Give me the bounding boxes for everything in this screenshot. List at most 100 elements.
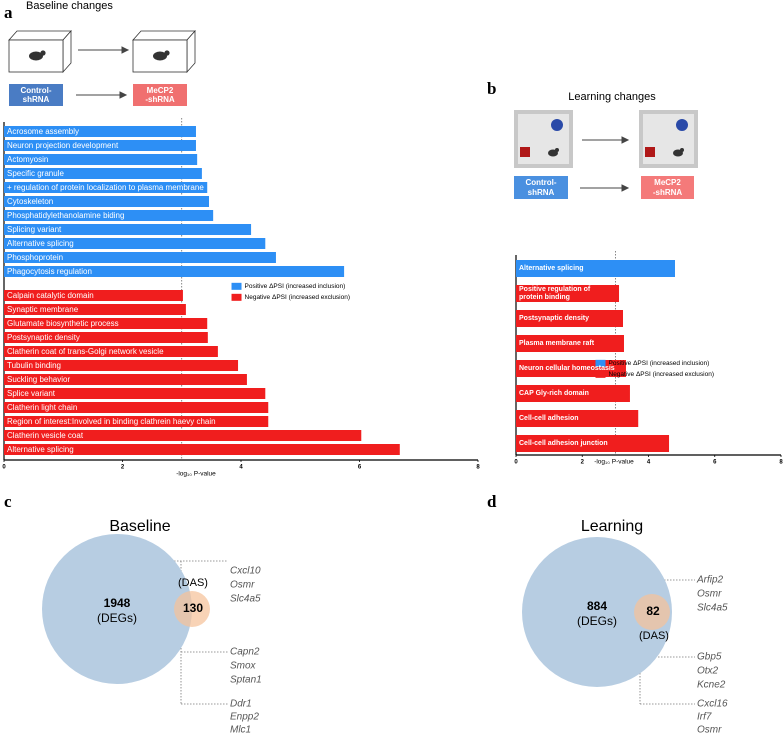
- x-tick-label: 2: [121, 465, 125, 471]
- legend-swatch: [595, 370, 606, 378]
- legend-label: Negative ΔPSI (increased exclusion): [609, 371, 715, 378]
- gene-name: Osmr: [230, 580, 255, 591]
- bar-label: Clatherin light chain: [7, 403, 77, 412]
- plots: 0 2 4 6 8 -log₁₀ P-value Acrosome assembly Neur…: [2, 118, 783, 735]
- bar: [4, 126, 196, 137]
- bar-label: Neuron cellular homeostasis: [519, 364, 615, 372]
- gene-name: Gbp5: [697, 652, 722, 663]
- bar: [4, 304, 186, 315]
- x-tick-label: 4: [239, 465, 243, 471]
- legend-label: Negative ΔPSI (increased exclusion): [245, 294, 351, 301]
- bar: [4, 346, 218, 357]
- panel-label: b: [487, 79, 496, 98]
- bar-label: Plasma membrane raft: [519, 339, 595, 347]
- panel-label: d: [487, 492, 497, 511]
- schematic-title: Baseline changes: [26, 0, 113, 12]
- bar-label: Clatherin vesicle coat: [7, 431, 84, 440]
- arrow: [580, 136, 630, 192]
- bar-label: Region of interest:Involved in binding c…: [7, 417, 216, 426]
- legend-label: Positive ΔPSI (increased inclusion): [609, 360, 710, 367]
- x-tick-label: 2: [581, 460, 585, 466]
- bar-label: Phosphatidylethanolamine biding: [7, 211, 124, 220]
- venn-circle: [42, 534, 192, 684]
- venn-label: (DAS): [178, 577, 208, 589]
- legend-swatch: [595, 359, 606, 367]
- bar: [516, 260, 675, 277]
- gene-name: Capn2: [230, 647, 260, 658]
- bar-label: Splice variant: [7, 389, 56, 398]
- bar-label: Calpain catalytic domain: [7, 291, 94, 300]
- bar: [4, 154, 198, 165]
- gene-name: Enpp2: [230, 712, 259, 723]
- arrow: [76, 46, 130, 99]
- bar: [4, 402, 269, 413]
- bar-label: Neuron projection development: [7, 141, 119, 150]
- venn-count: 884: [587, 599, 607, 613]
- bar: [4, 290, 183, 301]
- venn-label: (DEGs): [97, 611, 137, 625]
- bar-label: Cell-cell adhesion junction: [519, 439, 608, 447]
- x-tick-label: 8: [779, 460, 783, 466]
- x-axis-label: -log₁₀ P-value: [594, 459, 634, 466]
- bar: [4, 360, 239, 371]
- condition-box: MeCP2 -shRNA: [133, 84, 187, 106]
- bar-label: Postsynaptic density: [519, 314, 590, 322]
- bar: [516, 435, 670, 452]
- bar: [4, 318, 208, 329]
- bar-label: Alternative splicing: [519, 264, 584, 272]
- bar: [4, 224, 252, 235]
- x-tick-label: 6: [358, 465, 362, 471]
- bar-label: Suckling behavior: [7, 375, 70, 384]
- venn-count: 82: [646, 604, 660, 618]
- venn-circle: [634, 594, 670, 630]
- x-tick-label: 6: [713, 460, 717, 466]
- bar-label: Alternative splicing: [7, 239, 74, 248]
- gene-name: Smox: [230, 661, 257, 672]
- bar: [4, 182, 208, 193]
- gene-name: Arfip2: [696, 575, 724, 586]
- bar-label: Phagocytosis regulation: [7, 267, 92, 276]
- venn-count: 1948: [104, 596, 131, 610]
- x-tick-label: 0: [2, 465, 6, 471]
- bar: [516, 310, 623, 327]
- bar-label: Tubulin binding: [7, 361, 61, 370]
- bar-label: Cytoskeleton: [7, 197, 53, 206]
- bar-label: Synaptic membrane: [7, 305, 79, 314]
- bar-label: + regulation of protein localization to …: [7, 183, 204, 192]
- gene-name: Kcne2: [697, 680, 726, 691]
- condition-box: MeCP2 -shRNA: [641, 176, 694, 199]
- bar: [516, 335, 624, 352]
- venn-label: (DAS): [639, 630, 669, 642]
- gene-name: Mlc1: [230, 725, 251, 735]
- venn-count: 130: [183, 601, 203, 615]
- bar: [4, 332, 208, 343]
- panel-label: c: [4, 492, 12, 511]
- bar-label: Specific granule: [7, 169, 64, 178]
- gene-name: Otx2: [697, 666, 719, 677]
- gene-name: Cxcl16: [697, 699, 728, 710]
- gene-name: Ddr1: [230, 699, 252, 710]
- bar: [4, 140, 196, 151]
- x-tick-label: 0: [514, 460, 518, 466]
- bar: [516, 385, 630, 402]
- leader-line: [150, 560, 228, 705]
- bar: [4, 416, 269, 427]
- gene-name: Osmr: [697, 589, 722, 600]
- bar: [4, 238, 266, 249]
- gene-name: Sptan1: [230, 675, 262, 686]
- venn-circle: [174, 591, 210, 627]
- bar-label: Phosphoprotein: [7, 253, 63, 262]
- bar-label: Actomyosin: [7, 155, 48, 164]
- x-tick-label: 4: [647, 460, 651, 466]
- bar-label: Positive regulation of protein binding: [519, 285, 591, 301]
- gene-name: Irf7: [697, 712, 712, 723]
- bar-label: CAP Gly-rich domain: [519, 389, 589, 397]
- bar: [516, 285, 620, 302]
- bar: [4, 444, 400, 455]
- venn-title: Baseline: [109, 518, 170, 535]
- condition-box: Control- shRNA: [514, 176, 568, 199]
- legend-swatch: [231, 293, 242, 301]
- bar-label: Glutamate biosynthetic process: [7, 319, 119, 328]
- venn-label: (DEGs): [577, 614, 617, 628]
